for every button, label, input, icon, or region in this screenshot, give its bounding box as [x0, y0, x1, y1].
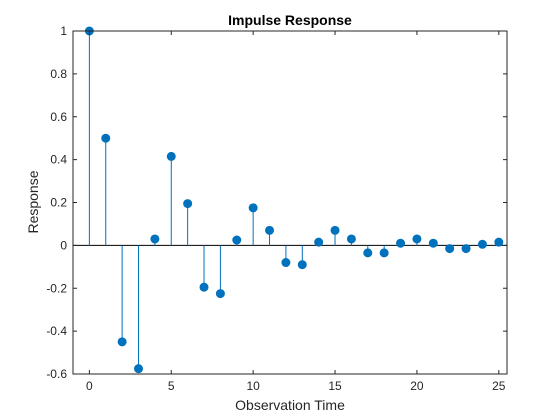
x-tick-label: 5: [168, 379, 175, 393]
axes-background: [73, 31, 507, 374]
y-tick-label: 0.6: [50, 110, 67, 124]
stem-marker: [314, 237, 324, 247]
stem-marker: [477, 239, 487, 249]
y-tick-label: 1: [60, 24, 67, 38]
y-tick-label: 0.8: [50, 67, 67, 81]
stem-marker: [101, 133, 111, 143]
stem-marker: [297, 260, 307, 270]
x-tick-label: 10: [246, 379, 260, 393]
y-tick-label: 0.4: [50, 153, 67, 167]
stem-marker: [396, 238, 406, 248]
stem-marker: [330, 225, 340, 235]
stem-marker: [265, 225, 275, 235]
x-tick-label: 15: [328, 379, 342, 393]
x-tick-label: 25: [492, 379, 506, 393]
stem-marker: [215, 289, 225, 299]
stem-marker: [494, 237, 504, 247]
stem-marker: [150, 234, 160, 244]
stem-marker: [183, 199, 193, 209]
plot-area: [73, 26, 507, 374]
x-axis-title: Observation Time: [235, 397, 345, 413]
y-tick-label: 0.2: [50, 196, 67, 210]
y-tick-label: 0: [60, 238, 67, 252]
stem-marker: [445, 244, 455, 254]
y-tick-label: -0.2: [46, 281, 67, 295]
axes: 0 5 10 15 20 25 -0.6 -0.4 -0.2 0 0.2 0.4 0.6 0.8 1: [46, 24, 508, 393]
stem-marker: [346, 234, 356, 244]
stem-marker: [412, 234, 422, 244]
stem-marker: [428, 238, 438, 248]
stem-marker: [199, 282, 209, 292]
stem-marker: [134, 364, 144, 374]
y-tick-label: -0.4: [46, 324, 67, 338]
stem-marker: [117, 337, 127, 347]
chart-title: Impulse Response: [228, 12, 352, 28]
stem-marker: [363, 248, 373, 258]
x-tick-label: 0: [86, 379, 93, 393]
stem-marker: [166, 151, 176, 161]
stem-marker: [248, 203, 258, 213]
stem-marker: [461, 244, 471, 254]
stem-marker: [232, 235, 242, 245]
y-tick-label: -0.6: [46, 367, 67, 381]
stem-marker: [379, 248, 389, 258]
x-tick-label: 20: [410, 379, 424, 393]
y-axis-title: Response: [25, 170, 41, 233]
stem-marker: [281, 258, 291, 268]
